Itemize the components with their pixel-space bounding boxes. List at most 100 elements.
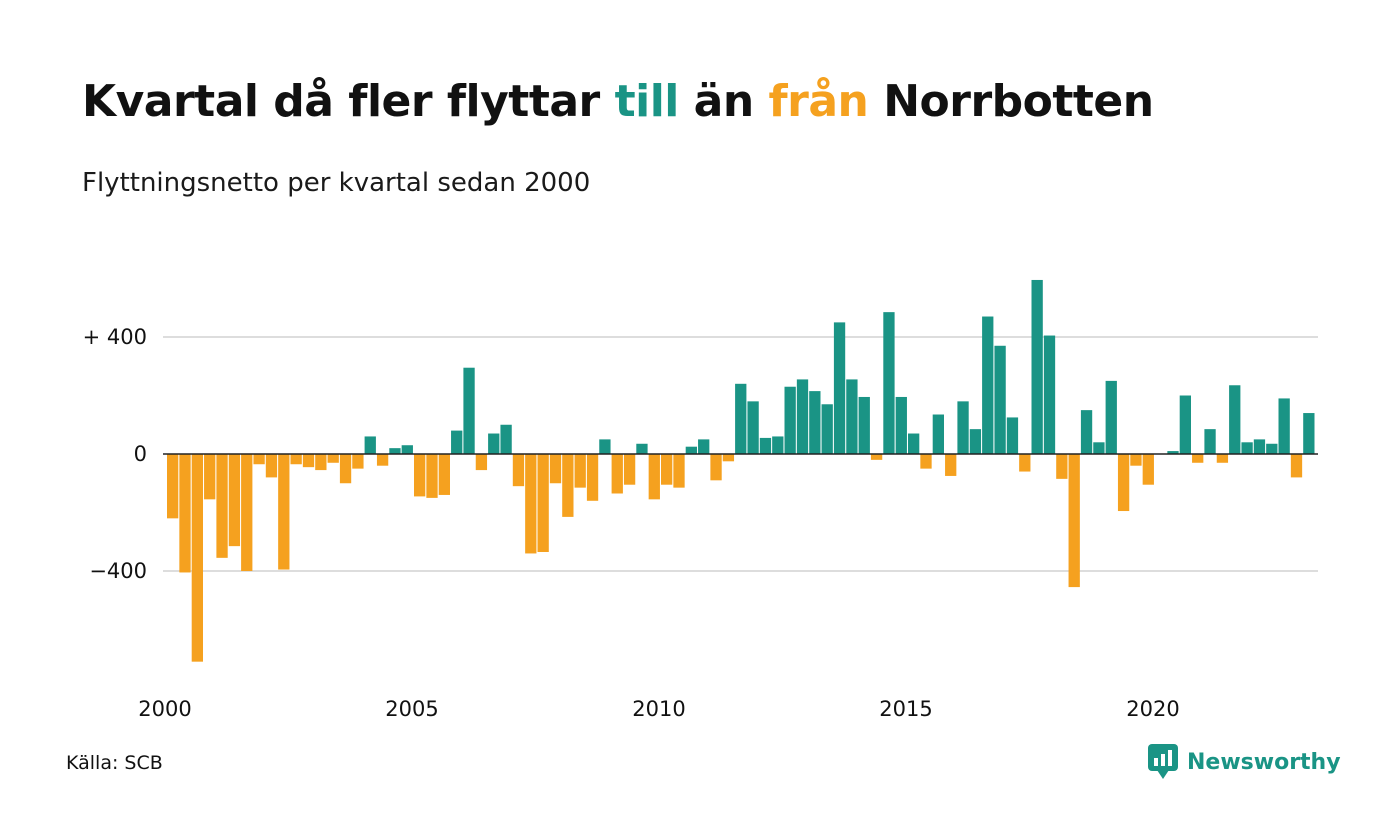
bar-2009-Q1 [611, 454, 623, 494]
bar-2021-Q2 [1216, 454, 1229, 463]
bar-2016-Q2 [969, 429, 982, 454]
bar-2013-Q1 [809, 391, 821, 454]
bar-2011-Q2 [722, 454, 735, 462]
title-fran-highlight: från [768, 76, 869, 127]
bar-2005-Q4 [451, 430, 463, 454]
bar-2013-Q3 [833, 322, 846, 455]
title-part-1: Kvartal då fler flyttar [82, 76, 615, 127]
bar-2011-Q1 [710, 454, 722, 481]
x-tick-label: 2005 [385, 697, 438, 721]
bar-2021-Q1 [1204, 429, 1216, 454]
bar-2010-Q3 [685, 446, 697, 454]
bar-2012-Q4 [796, 379, 809, 454]
bar-2012-Q1 [759, 437, 772, 454]
bar-2008-Q3 [586, 454, 599, 501]
title-part-3: Norrbotten [868, 76, 1154, 127]
bar-2003-Q3 [339, 454, 352, 484]
bar-2013-Q4 [846, 379, 858, 454]
bar-2014-Q4 [895, 396, 907, 454]
bar-2016-Q3 [982, 316, 994, 454]
bar-2007-Q4 [549, 454, 562, 484]
bar-2019-Q1 [1105, 380, 1117, 455]
bar-2018-Q2 [1068, 454, 1080, 588]
bar-2010-Q2 [673, 454, 685, 488]
bar-2017-Q3 [1031, 279, 1043, 454]
bar-2021-Q4 [1241, 442, 1253, 454]
bar-2015-Q3 [932, 414, 944, 454]
bar-2000-Q1 [167, 454, 179, 519]
y-tick-label: + 400 [83, 325, 147, 349]
bar-2008-Q2 [574, 454, 586, 488]
bar-2002-Q3 [290, 454, 302, 465]
bar-2004-Q1 [364, 436, 376, 454]
title-till-highlight: till [614, 76, 680, 127]
bar-2002-Q1 [265, 454, 278, 478]
brand-logo: Newsworthy [1148, 743, 1341, 781]
bar-2019-Q2 [1117, 454, 1130, 512]
bar-2011-Q3 [735, 383, 747, 454]
bar-2005-Q3 [438, 454, 450, 495]
bar-2014-Q1 [858, 396, 870, 454]
x-tick-label: 2020 [1126, 697, 1179, 721]
bar-2007-Q1 [512, 454, 525, 487]
bar-2010-Q1 [661, 454, 673, 485]
bar-2022-Q4 [1290, 454, 1303, 478]
brand-name: Newsworthy [1187, 749, 1341, 775]
bar-2017-Q1 [1006, 417, 1019, 454]
bar-2020-Q4 [1192, 454, 1204, 463]
bar-chart: + 400 0 −400 2000 2005 2010 2015 2020 [83, 279, 1318, 721]
bar-2007-Q3 [537, 454, 549, 552]
bar-2009-Q2 [623, 454, 636, 485]
bar-2004-Q3 [389, 448, 401, 454]
bar-2004-Q4 [401, 445, 413, 454]
bar-2007-Q2 [525, 454, 537, 554]
x-tick-label: 2015 [879, 697, 932, 721]
bar-2001-Q4 [253, 454, 265, 465]
chart-title: Kvartal då fler flyttar till än från Nor… [82, 70, 1154, 134]
bar-2013-Q2 [821, 404, 833, 454]
y-tick-label: 0 [134, 442, 147, 466]
bar-2003-Q4 [352, 454, 364, 469]
bar-2016-Q4 [994, 345, 1006, 454]
bar-2008-Q1 [562, 454, 574, 517]
bar-2001-Q2 [228, 454, 241, 547]
bar-2006-Q1 [463, 367, 475, 454]
bar-2005-Q1 [414, 454, 426, 497]
bar-2006-Q4 [500, 424, 512, 454]
bar-2015-Q1 [908, 433, 920, 454]
bar-2015-Q4 [945, 454, 957, 476]
y-tick-label: −400 [89, 559, 147, 583]
bar-2021-Q3 [1229, 385, 1241, 454]
bar-2012-Q3 [784, 386, 796, 454]
bar-2006-Q3 [488, 433, 500, 454]
bar-2016-Q1 [957, 401, 969, 454]
bar-2005-Q2 [426, 454, 438, 498]
bar-2017-Q4 [1043, 335, 1056, 454]
bar-2014-Q2 [870, 454, 883, 460]
bar-2023-Q1 [1303, 413, 1315, 454]
bar-2015-Q2 [920, 454, 932, 469]
bar-2019-Q4 [1142, 454, 1154, 485]
bar-2009-Q3 [636, 443, 648, 454]
newsworthy-logo-icon [1148, 744, 1178, 779]
chart-subtitle: Flyttningsnetto per kvartal sedan 2000 [82, 168, 591, 198]
bar-2001-Q3 [241, 454, 253, 571]
bar-2018-Q4 [1093, 442, 1105, 454]
bar-2019-Q3 [1130, 454, 1142, 466]
bar-2008-Q4 [599, 439, 611, 455]
title-part-2: än [678, 76, 769, 127]
bar-2017-Q2 [1019, 454, 1031, 472]
bar-2009-Q4 [648, 454, 660, 500]
bar-2022-Q1 [1253, 439, 1266, 455]
bar-2020-Q3 [1179, 395, 1191, 454]
bar-2018-Q3 [1080, 410, 1093, 455]
bar-2003-Q2 [327, 454, 339, 463]
bar-2014-Q3 [883, 312, 895, 454]
bar-2001-Q1 [216, 454, 228, 558]
bar-2000-Q3 [191, 454, 203, 662]
x-tick-label: 2000 [138, 697, 191, 721]
bar-2002-Q2 [278, 454, 290, 570]
x-tick-label: 2010 [632, 697, 685, 721]
source-note: Källa: SCB [66, 752, 163, 774]
bar-2020-Q2 [1167, 451, 1179, 454]
